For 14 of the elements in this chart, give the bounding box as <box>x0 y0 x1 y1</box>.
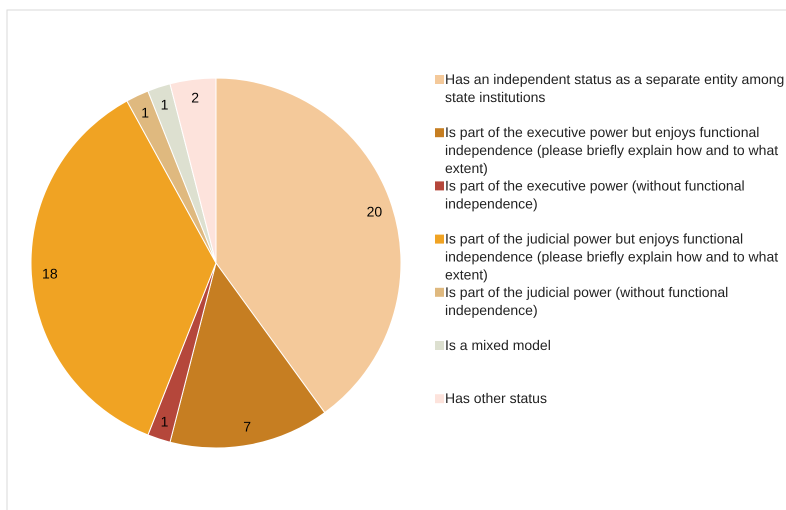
legend-label: Is a mixed model <box>445 337 551 353</box>
data-label: 1 <box>160 413 169 430</box>
data-label: 7 <box>243 418 252 434</box>
legend-label: Is part of the judicial power (without functional independence) <box>445 284 728 318</box>
legend-label: Is part of the executive power (without functional independence) <box>445 177 745 212</box>
data-label: 20 <box>366 203 382 220</box>
legend-label: Is part of the judicial power but enjoys functional independence (please briefly explain how and to what extent) <box>445 230 778 283</box>
legend-label: Has an independent status as a separate entity among state institutions <box>445 71 784 105</box>
legend-label: Is part of the executive power but enjoys functional independence (please briefly explain how and to what extent) <box>445 124 778 176</box>
data-label: 2 <box>191 90 200 106</box>
data-label: 18 <box>42 265 58 282</box>
data-label: 1 <box>160 96 169 113</box>
legend-label: Has other status <box>445 390 547 406</box>
data-label: 1 <box>141 104 150 120</box>
